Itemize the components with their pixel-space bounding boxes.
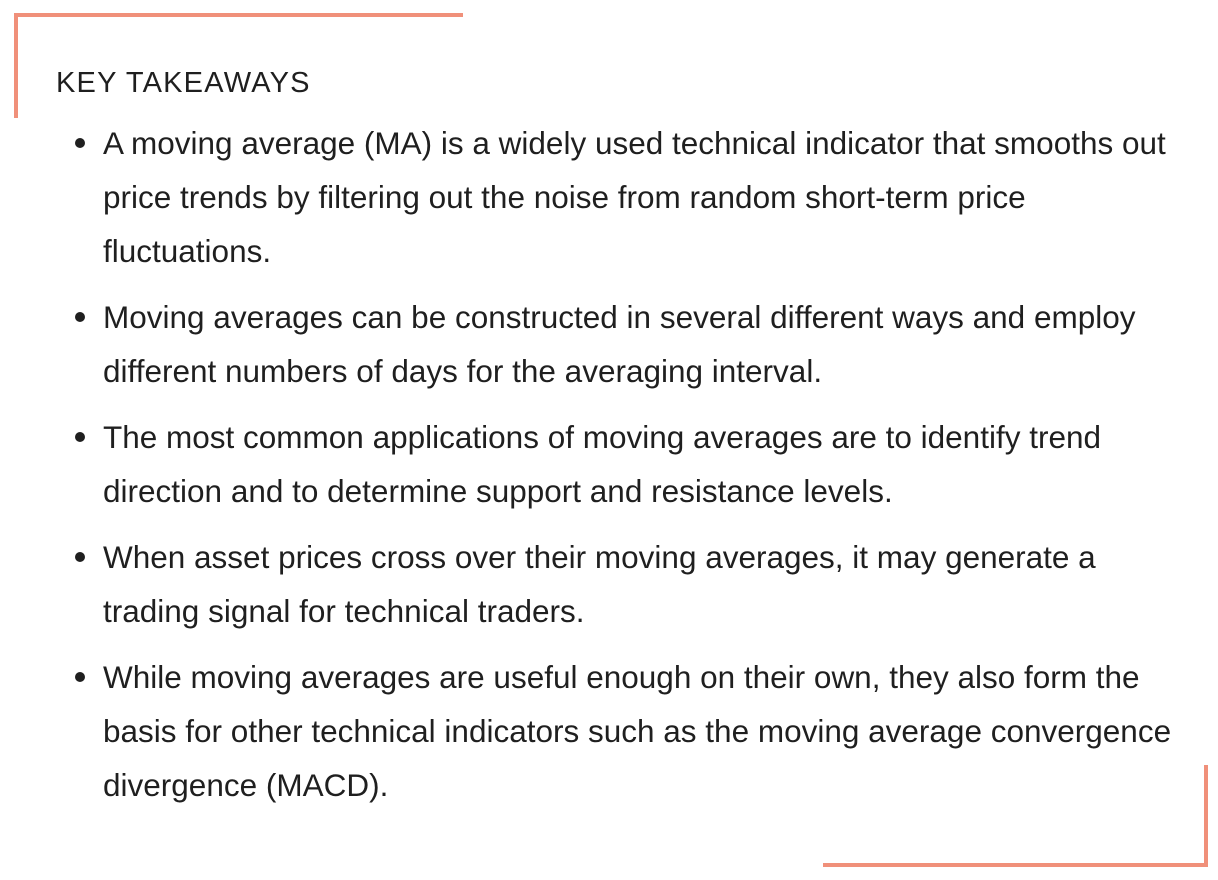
- takeaway-item: A moving average (MA) is a widely used t…: [72, 116, 1172, 278]
- bullet-icon: [75, 312, 85, 322]
- takeaway-item: Moving averages can be constructed in se…: [72, 290, 1172, 398]
- takeaway-text: While moving averages are useful enough …: [103, 659, 1172, 803]
- takeaway-text: The most common applications of moving a…: [103, 419, 1102, 509]
- bullet-icon: [75, 672, 85, 682]
- takeaway-text: When asset prices cross over their movin…: [103, 539, 1096, 629]
- accent-corner-top-vertical: [14, 13, 18, 118]
- takeaway-text: A moving average (MA) is a widely used t…: [103, 125, 1166, 269]
- takeaway-text: Moving averages can be constructed in se…: [103, 299, 1136, 389]
- bullet-icon: [75, 432, 85, 442]
- accent-corner-top-horizontal: [14, 13, 463, 17]
- bullet-icon: [75, 138, 85, 148]
- accent-corner-bottom-vertical: [1204, 765, 1208, 867]
- accent-corner-bottom-horizontal: [823, 863, 1208, 867]
- bullet-icon: [75, 552, 85, 562]
- takeaway-item: While moving averages are useful enough …: [72, 650, 1172, 812]
- takeaway-item: When asset prices cross over their movin…: [72, 530, 1172, 638]
- takeaway-item: The most common applications of moving a…: [72, 410, 1172, 518]
- key-takeaways-heading: KEY TAKEAWAYS: [56, 67, 311, 99]
- takeaways-list: A moving average (MA) is a widely used t…: [72, 116, 1172, 824]
